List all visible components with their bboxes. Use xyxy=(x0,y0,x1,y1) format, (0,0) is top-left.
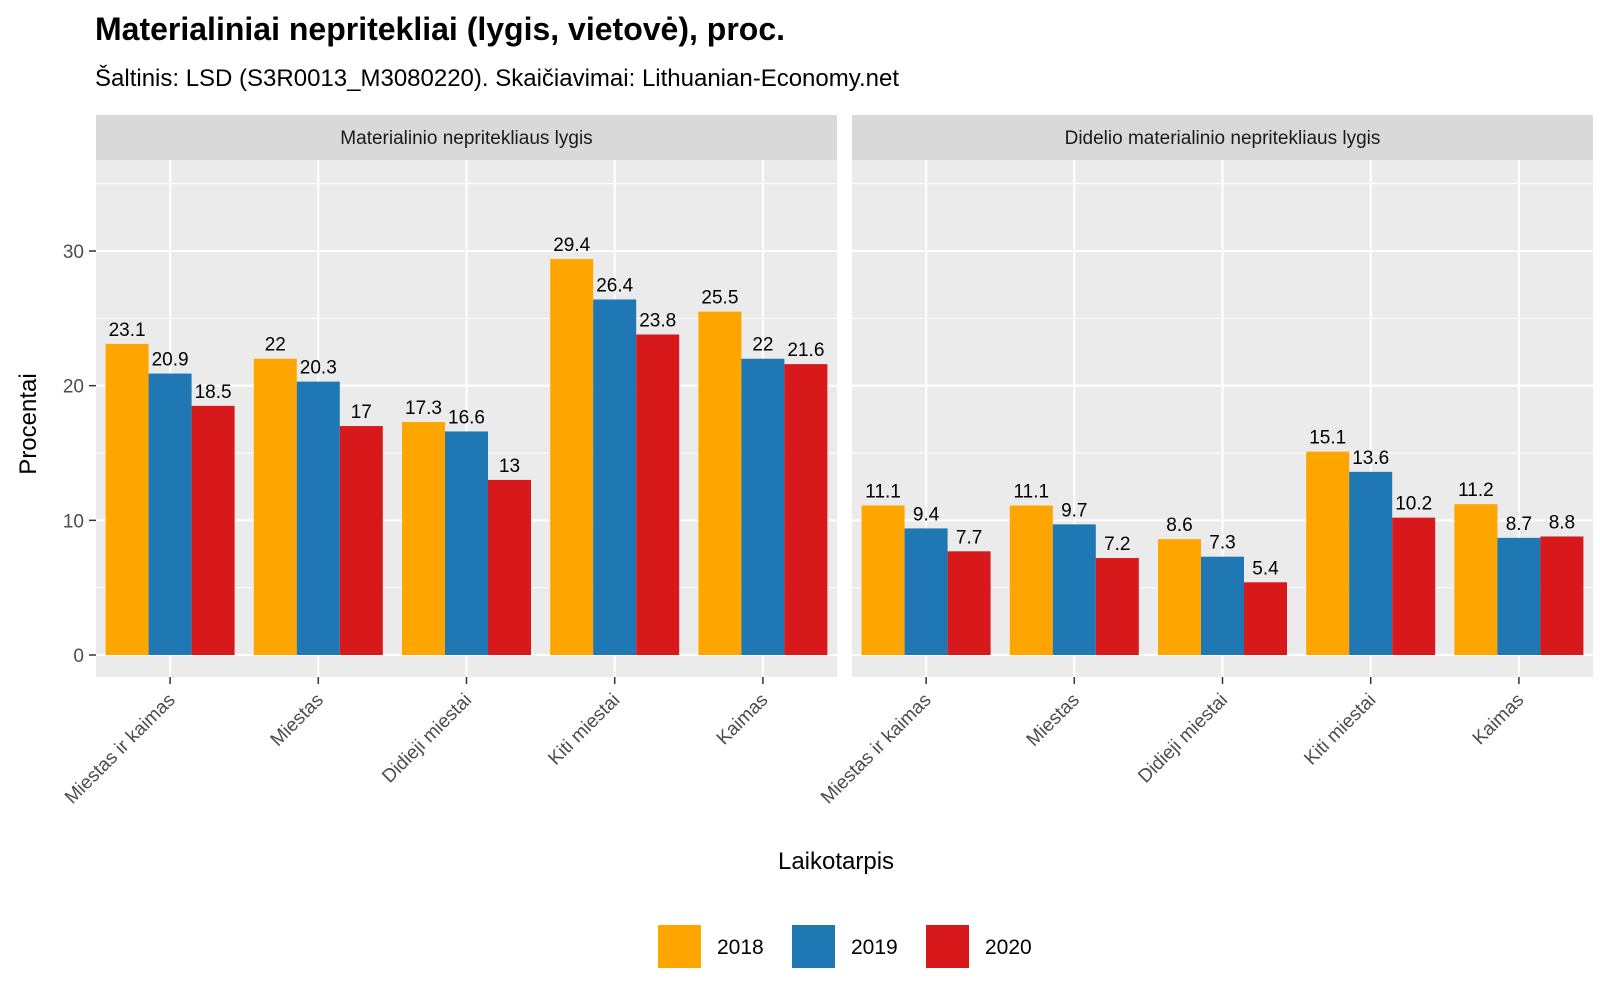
legend-label: 2018 xyxy=(717,936,764,959)
bar xyxy=(1454,504,1498,655)
bar xyxy=(1497,537,1541,655)
bar xyxy=(148,373,192,655)
facet-panel: Materialinio nepritekliaus lygis 23.1 22 17… xyxy=(61,115,837,808)
x-tick-label: Kaimas xyxy=(1469,690,1529,750)
x-tick-label: Miestas ir kaimas xyxy=(61,690,180,809)
legend-label: 2020 xyxy=(985,936,1032,959)
y-tick-label: 0 xyxy=(73,646,84,667)
bar xyxy=(784,364,828,655)
facet-panels: Materialinio nepritekliaus lygis 23.1 22 17… xyxy=(61,115,1593,808)
x-tick-label: Miestas xyxy=(267,690,328,751)
bar xyxy=(1201,556,1244,655)
legend-swatch xyxy=(658,925,701,968)
data-label: 10.2 xyxy=(1395,494,1432,515)
data-label: 20.3 xyxy=(300,358,337,379)
bar xyxy=(904,528,948,655)
bar xyxy=(488,479,531,655)
bar xyxy=(1095,558,1139,655)
data-label: 17.3 xyxy=(405,398,442,419)
legend-label: 2019 xyxy=(851,936,898,959)
data-label: 23.8 xyxy=(639,310,676,331)
bar xyxy=(861,505,905,655)
data-label: 20.9 xyxy=(152,350,189,371)
legend: 2018 2019 2020 xyxy=(658,925,1032,968)
data-label: 13 xyxy=(499,456,520,477)
bar xyxy=(593,299,637,655)
data-label: 11.1 xyxy=(1014,482,1050,503)
bar xyxy=(105,343,149,655)
data-label: 21.6 xyxy=(787,340,824,361)
x-tick-label: Didieji miestai xyxy=(378,690,476,788)
facet-strip-label: Didelio materialinio nepritekliaus lygis xyxy=(1065,128,1381,149)
bar xyxy=(550,259,594,655)
data-label: 18.5 xyxy=(195,382,232,403)
bar xyxy=(253,358,297,655)
x-axis-title: Laikotarpis xyxy=(778,848,894,875)
data-label: 16.6 xyxy=(448,407,485,428)
data-label: 9.7 xyxy=(1061,500,1087,521)
facet-strip xyxy=(852,115,1593,160)
bar xyxy=(1158,539,1201,655)
bar xyxy=(1052,524,1096,655)
legend-swatch xyxy=(792,925,835,968)
facet-strip-label: Materialinio nepritekliaus lygis xyxy=(340,128,592,149)
data-label: 13.6 xyxy=(1352,448,1389,469)
data-label: 11.1 xyxy=(865,482,901,503)
x-tick-label: Miestas xyxy=(1023,690,1084,751)
data-label: 23.1 xyxy=(109,320,146,341)
y-tick-label: 20 xyxy=(63,377,84,398)
y-axis-title: Procentai xyxy=(15,373,42,474)
facet-panel: Didelio materialinio nepritekliaus lygis… xyxy=(817,115,1593,808)
x-tick-label: Kiti miestai xyxy=(544,690,624,770)
data-label: 9.4 xyxy=(913,504,940,525)
chart-title: Materialiniai nepritekliai (lygis, vieto… xyxy=(95,11,785,47)
y-tick-label: 10 xyxy=(63,511,84,532)
y-tick-label: 30 xyxy=(63,242,84,263)
chart-subtitle: Šaltinis: LSD (S3R0013_M3080220). Skaiči… xyxy=(95,64,899,92)
bar xyxy=(698,311,742,655)
x-tick-label: Kiti miestai xyxy=(1300,690,1380,770)
x-tick-label: Kaimas xyxy=(713,690,773,750)
data-label: 29.4 xyxy=(553,235,590,256)
bar xyxy=(191,405,235,655)
bar xyxy=(1244,582,1287,655)
data-label: 22 xyxy=(752,335,773,356)
bar xyxy=(445,431,488,655)
data-label: 25.5 xyxy=(701,288,738,309)
data-label: 5.4 xyxy=(1252,558,1279,579)
bar xyxy=(947,551,991,655)
bar xyxy=(296,381,340,655)
bar xyxy=(741,358,785,655)
data-label: 7.7 xyxy=(956,527,982,548)
bar xyxy=(402,422,445,655)
legend-swatch xyxy=(926,925,969,968)
bar xyxy=(1392,517,1436,655)
data-label: 22 xyxy=(265,335,286,356)
bar xyxy=(1540,536,1584,655)
bar xyxy=(1349,471,1393,655)
data-label: 7.3 xyxy=(1209,533,1235,554)
data-label: 7.2 xyxy=(1104,534,1130,555)
facet-strip xyxy=(96,115,837,160)
data-label: 8.6 xyxy=(1166,515,1192,536)
data-label: 8.7 xyxy=(1506,514,1532,535)
data-label: 17 xyxy=(351,402,372,423)
bar xyxy=(1009,505,1053,655)
bar xyxy=(636,334,680,655)
data-label: 15.1 xyxy=(1309,428,1346,449)
data-label: 11.2 xyxy=(1458,480,1494,501)
data-label: 26.4 xyxy=(596,275,633,296)
x-tick-label: Miestas ir kaimas xyxy=(817,690,936,809)
data-label: 8.8 xyxy=(1549,512,1575,533)
x-tick-label: Didieji miestai xyxy=(1134,690,1232,788)
bar xyxy=(1306,451,1350,655)
bar xyxy=(339,426,383,655)
